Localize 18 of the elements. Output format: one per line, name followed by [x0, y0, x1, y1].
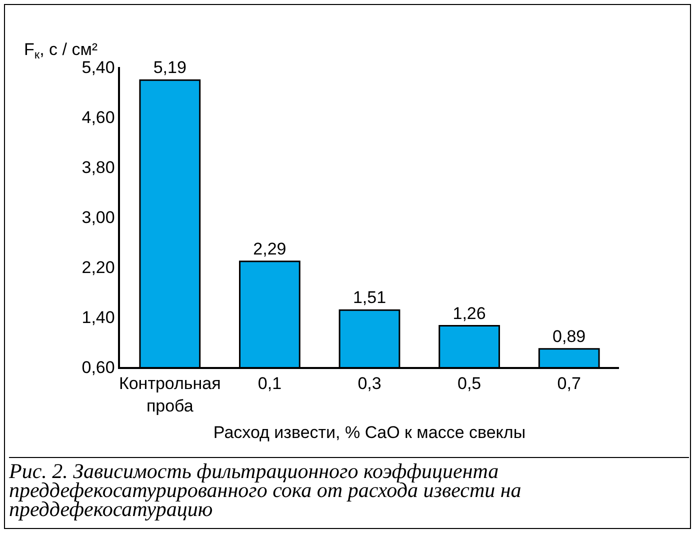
- x-tick-label: Контрольная проба: [118, 374, 221, 416]
- y-tick-label: 1,40: [82, 308, 115, 327]
- data-label: 5,19: [153, 58, 186, 78]
- data-label: 0,89: [552, 326, 586, 346]
- data-label: 2,29: [253, 239, 286, 258]
- data-label: 1,26: [452, 304, 486, 323]
- x-axis-title: Расход извести, % CaO к массе свеклы: [213, 423, 526, 442]
- x-tick-label: 0,5: [457, 374, 482, 394]
- text: Рис. 2. Зависимость фильтрационного коэффициента преддефекосатурированного сока от расхода извести на преддефекосатурацию: [9, 457, 689, 521]
- data-label: 1,51: [352, 288, 386, 308]
- y-tick-label: 4,60: [82, 108, 115, 127]
- y-tick-label: 0,60: [82, 358, 115, 377]
- y-tick-label: 2,20: [82, 258, 115, 277]
- y-tick-label: 3,00: [82, 208, 115, 227]
- x-tick-label: 0,3: [358, 374, 382, 394]
- x-tick-label: 0,1: [258, 374, 282, 394]
- y-tick-label: 3,80: [82, 158, 115, 177]
- x-tick-label: 0,7: [557, 374, 581, 394]
